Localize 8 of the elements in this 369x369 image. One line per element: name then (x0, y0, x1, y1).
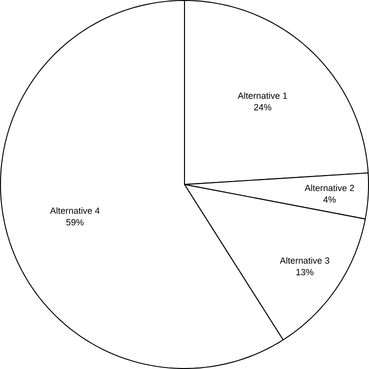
slice-label: Alternative 4 (50, 207, 100, 214)
slice-label: Alternative 3 (280, 257, 330, 264)
data-label: 24% (254, 104, 272, 110)
data-label: 59% (66, 219, 84, 226)
data-label: 13% (296, 268, 314, 276)
data-label: 4% (323, 196, 336, 203)
slice-label: Alternative 2 (304, 184, 354, 192)
slice-label: Alternative 1 (238, 92, 288, 99)
